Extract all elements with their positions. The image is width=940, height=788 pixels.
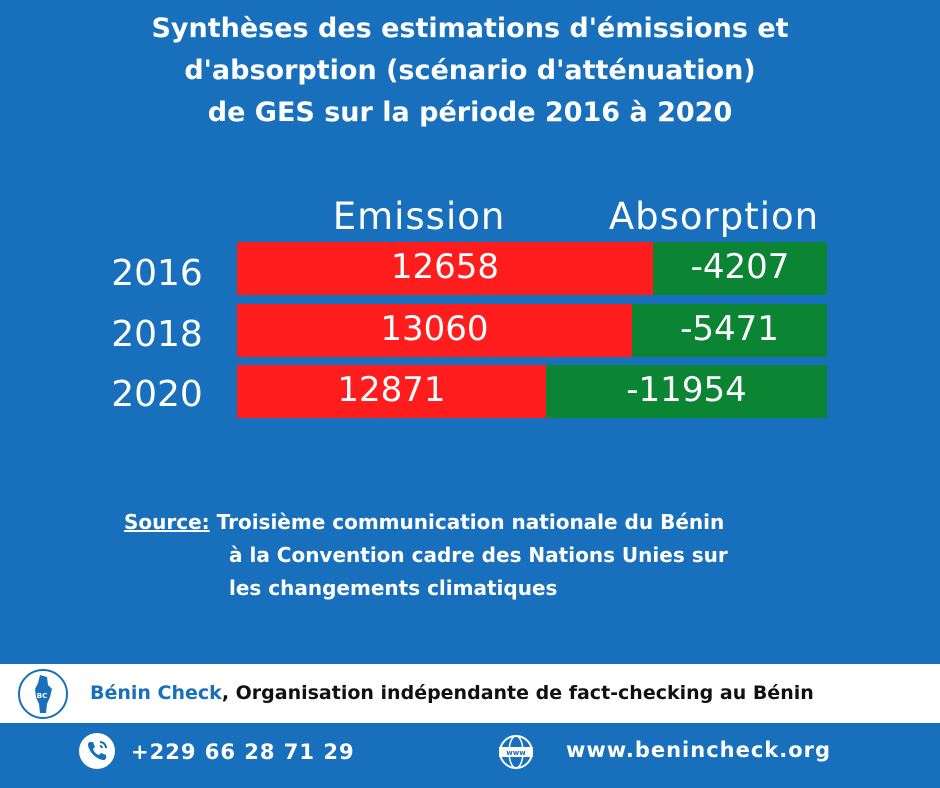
- contact-bar: +229 66 28 71 29 www www.benincheck.org: [0, 722, 940, 788]
- year-label: 2020: [111, 374, 203, 415]
- year-label: 2016: [111, 253, 203, 294]
- logo-text: BC: [37, 692, 47, 700]
- emission-bar: 13060: [237, 304, 632, 357]
- phone-number[interactable]: +229 66 28 71 29: [131, 740, 355, 764]
- website-link[interactable]: www.benincheck.org: [566, 738, 832, 762]
- source-label: Source:: [124, 510, 210, 534]
- legend-absorption: Absorption: [608, 195, 820, 238]
- title-line-3: de GES sur la période 2016 à 2020: [207, 97, 733, 128]
- absorption-bar: -4207: [653, 242, 827, 295]
- brand-tagline: , Organisation indépendante de fact-chec…: [221, 682, 814, 704]
- benin-map-logo-icon: BC: [18, 669, 68, 719]
- title-line-1: Synthèses des estimations d'émissions et: [151, 13, 789, 44]
- title-line-2: d'absorption (scénario d'atténuation): [184, 55, 756, 86]
- brand-name: Bénin Check: [90, 682, 222, 704]
- year-label: 2018: [111, 314, 203, 355]
- absorption-bar: -5471: [632, 304, 827, 357]
- globe-www-icon: www: [497, 733, 535, 771]
- source-note: Source: Troisième communication national…: [124, 506, 728, 605]
- footer-banner: BC Bénin Check, Organisation indépendant…: [0, 664, 940, 723]
- source-line-3: les changements climatiques: [229, 576, 558, 600]
- source-line-2: à la Convention cadre des Nations Unies …: [229, 543, 728, 567]
- emission-bar: 12871: [237, 365, 546, 418]
- chart-title: Synthèses des estimations d'émissions et…: [0, 8, 940, 134]
- www-icon-text: www: [506, 749, 526, 757]
- source-line-1: Troisième communication nationale du Bén…: [216, 510, 725, 534]
- footer-brand-line: Bénin Check, Organisation indépendante d…: [90, 677, 814, 709]
- emission-bar: 12658: [237, 242, 653, 295]
- phone-icon: [79, 733, 115, 769]
- legend-emission: Emission: [332, 195, 506, 238]
- absorption-bar: -11954: [546, 365, 827, 418]
